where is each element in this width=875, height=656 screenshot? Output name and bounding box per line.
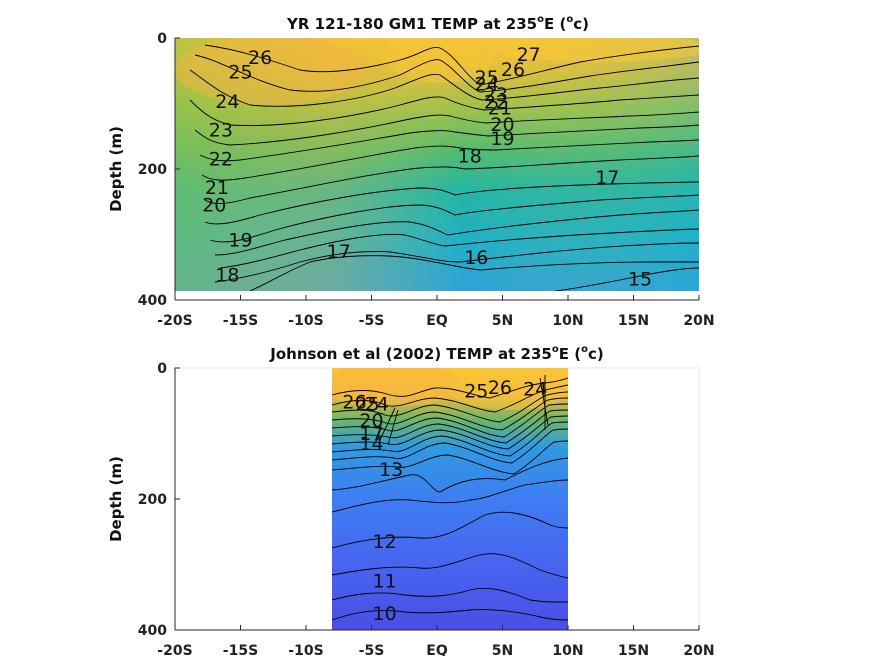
x-tick-label: -15S: [223, 643, 258, 656]
panel-top-y-label: Depth (m): [107, 126, 125, 212]
contour-label: 21: [488, 98, 512, 120]
panel-bottom-y-label: Depth (m): [107, 456, 125, 542]
contour-label: 22: [209, 149, 233, 171]
contour-label: 25: [355, 394, 379, 416]
panel-bottom-contour-lines: [332, 375, 568, 621]
contour-label: 25: [228, 62, 252, 84]
x-tick-label: EQ: [426, 313, 448, 329]
contour-label: 10: [373, 603, 397, 625]
x-tick-label: 15N: [618, 643, 649, 656]
x-tick-label: -5S: [359, 643, 385, 656]
contour-label: 27: [517, 44, 541, 66]
contour-label: 24: [523, 379, 547, 401]
contour-label: 18: [215, 265, 239, 287]
contour-label: 17: [327, 241, 351, 263]
y-tick-label: 0: [157, 361, 167, 377]
panel-top-contour-lines: [189, 44, 699, 291]
contour-label: 11: [373, 570, 397, 592]
contour-label: 17: [595, 167, 619, 189]
panel-bottom: Johnson et al (2002) TEMP at 235oE (oc): [107, 344, 715, 656]
x-tick-label: 20N: [683, 313, 714, 329]
contour-label: 25: [475, 67, 499, 89]
x-tick-label: -20S: [157, 643, 192, 656]
x-tick-label: 10N: [552, 643, 583, 656]
x-tick-label: -10S: [288, 643, 323, 656]
contour-label: 26: [248, 47, 272, 69]
contour-label: 26: [342, 392, 366, 414]
y-tick-label: 400: [138, 623, 167, 639]
x-tick-label: 5N: [492, 313, 513, 329]
panel-bottom-y-ticks: 0 200 400: [138, 361, 180, 639]
y-tick-label: 0: [157, 31, 167, 47]
x-tick-label: -15S: [223, 313, 258, 329]
contour-label: 22: [484, 92, 508, 114]
panel-top: YR 121-180 GM1 TEMP at 235oE (oc): [107, 14, 715, 329]
contour-label: 24: [215, 91, 239, 113]
contour-label: 20: [490, 114, 514, 136]
panel-top-y-ticks: 0 200 400: [138, 31, 180, 309]
contour-label: 19: [490, 128, 514, 150]
panel-bottom-title: Johnson et al (2002) TEMP at 235oE (oc): [269, 344, 603, 363]
x-tick-label: 15N: [618, 313, 649, 329]
y-tick-label: 200: [138, 162, 167, 178]
panel-top-title: YR 121-180 GM1 TEMP at 235oE (oc): [286, 14, 589, 33]
contour-label: 17: [359, 423, 383, 445]
contour-label: 15: [628, 269, 652, 291]
contour-label: 24: [365, 394, 389, 416]
contour-label: 19: [228, 229, 252, 251]
contour-label: 24: [475, 73, 499, 95]
contour-label: 26: [501, 59, 525, 81]
x-tick-label: EQ: [426, 643, 448, 656]
contour-label: 13: [379, 459, 403, 481]
contour-label: 20: [202, 195, 226, 217]
contour-label: 23: [209, 119, 233, 141]
x-tick-label: 20N: [683, 643, 714, 656]
contour-label: 14: [359, 433, 383, 455]
contour-label: 23: [484, 84, 508, 106]
y-tick-label: 400: [138, 293, 167, 309]
contour-label: 25: [464, 380, 488, 402]
contour-label: 16: [464, 247, 488, 269]
x-tick-label: -5S: [359, 313, 385, 329]
contour-label: 21: [205, 177, 229, 199]
contour-label: 20: [359, 410, 383, 432]
y-tick-label: 200: [138, 492, 167, 508]
x-tick-label: 5N: [492, 643, 513, 656]
x-tick-label: -20S: [157, 313, 192, 329]
contour-label: 18: [458, 145, 482, 167]
panel-bottom-x-ticks: -20S -15S -10S -5S EQ 5N 10N 15N 20N: [157, 625, 715, 656]
contour-label: 26: [488, 377, 512, 399]
x-tick-label: 10N: [552, 313, 583, 329]
contour-label: 12: [373, 531, 397, 553]
x-tick-label: -10S: [288, 313, 323, 329]
panel-top-x-ticks: -20S -15S -10S -5S EQ 5N 10N 15N 20N: [157, 295, 715, 329]
